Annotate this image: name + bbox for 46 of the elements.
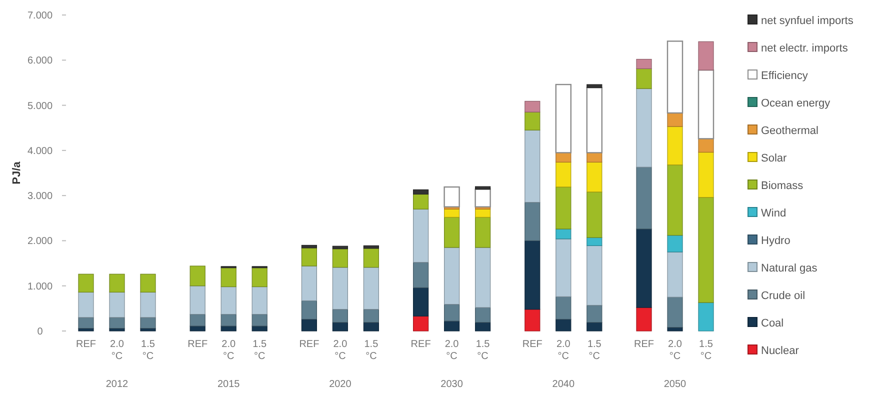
- legend-label: Geothermal: [761, 124, 818, 137]
- text: 2015: [217, 379, 240, 390]
- x-tick-label: 1.5 °C: [476, 339, 490, 362]
- x-tick-label: REF: [76, 339, 96, 350]
- text: 2020: [329, 379, 352, 390]
- legend-label: Crude oil: [761, 290, 806, 302]
- text: 2012: [106, 379, 129, 390]
- x-tick-label: 2.0 °C: [110, 339, 124, 362]
- x-tick-label: REF: [188, 339, 208, 350]
- y-tick-label: 3.000: [27, 191, 53, 202]
- legend-label: net synfuel imports: [761, 14, 854, 27]
- x-tick-label: 2.0 °C: [333, 339, 348, 362]
- text: 2040: [552, 379, 575, 390]
- x-tick-label: 2.0 °C: [444, 339, 460, 362]
- legend-label: net electr. imports: [761, 42, 848, 54]
- x-tick-label: 1.5 °C: [364, 339, 379, 362]
- text: 2050: [664, 379, 687, 390]
- legend-label: Coal: [761, 317, 784, 330]
- x-tick-label: 1.5 °C: [699, 339, 714, 362]
- text: 2030: [440, 379, 464, 390]
- legend-label: Biomass: [761, 180, 804, 192]
- y-tick-label: 0: [37, 326, 44, 338]
- y-tick-label: 5.000: [27, 100, 53, 112]
- x-tick-label: REF: [522, 339, 542, 350]
- x-tick-label: 1.5 °C: [587, 339, 602, 362]
- legend-label: Natural gas: [761, 262, 818, 274]
- legend-label: Solar: [761, 152, 788, 164]
- x-tick-label: REF: [410, 339, 431, 350]
- legend-label: Hydro: [761, 234, 790, 247]
- legend-label: Nuclear: [761, 344, 800, 357]
- x-tick-label: REF: [299, 339, 320, 350]
- legend-label: Efficiency: [761, 70, 808, 82]
- y-tick-label: 6.000: [27, 56, 53, 67]
- x-tick-label: 1.5 °C: [252, 339, 267, 362]
- legend-label: Wind: [761, 207, 786, 220]
- y-tick-label: 1.000: [27, 281, 53, 292]
- y-tick-label: 4.000: [27, 146, 53, 157]
- legend-label: Ocean energy: [761, 97, 831, 110]
- y-tick-label: 7.000: [27, 10, 53, 22]
- y-axis-title: PJ/a: [11, 160, 23, 184]
- x-tick-label: 2.0 °C: [556, 339, 571, 362]
- x-tick-label: 2.0 °C: [668, 339, 682, 362]
- y-tick-label: 2.000: [27, 236, 53, 248]
- x-tick-label: REF: [634, 339, 654, 350]
- x-tick-label: 1.5 °C: [141, 339, 156, 362]
- x-tick-label: 2.0 °C: [222, 339, 236, 362]
